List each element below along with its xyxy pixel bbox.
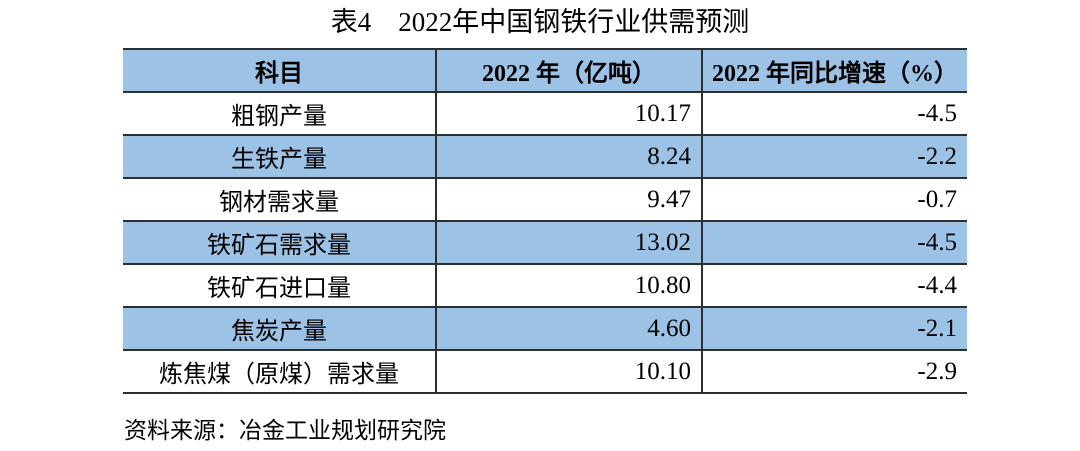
table-row: 生铁产量 8.24 -2.2	[123, 134, 967, 178]
row-growth-value: -2.2	[701, 134, 967, 178]
row-growth-value: -4.5	[701, 91, 967, 135]
table-row: 粗钢产量 10.17 -4.5	[123, 91, 967, 135]
row-item-label: 铁矿石进口量	[123, 263, 436, 307]
row-volume-value: 10.10	[435, 349, 702, 394]
row-volume-value: 8.24	[435, 134, 702, 178]
row-item-label: 粗钢产量	[123, 91, 436, 135]
row-item-label: 生铁产量	[123, 134, 436, 178]
row-volume-value: 13.02	[435, 220, 702, 264]
row-item-label: 焦炭产量	[123, 306, 436, 350]
supply-demand-forecast-table: 科目 2022 年（亿吨） 2022 年同比增速（%） 粗钢产量 10.17 -…	[123, 48, 967, 394]
column-header-item: 科目	[123, 48, 436, 92]
row-volume-value: 4.60	[435, 306, 702, 350]
table-row: 钢材需求量 9.47 -0.7	[123, 177, 967, 221]
row-volume-value: 10.17	[435, 91, 702, 135]
row-growth-value: -4.4	[701, 263, 967, 307]
table-row: 铁矿石需求量 13.02 -4.5	[123, 220, 967, 264]
row-growth-value: -2.1	[701, 306, 967, 350]
table-row: 炼焦煤（原煤）需求量 10.10 -2.9	[123, 349, 967, 394]
table-row: 铁矿石进口量 10.80 -4.4	[123, 263, 967, 307]
row-item-label: 炼焦煤（原煤）需求量	[123, 349, 436, 394]
table-header-row: 科目 2022 年（亿吨） 2022 年同比增速（%）	[123, 48, 967, 92]
row-growth-value: -0.7	[701, 177, 967, 221]
row-growth-value: -4.5	[701, 220, 967, 264]
row-growth-value: -2.9	[701, 349, 967, 394]
column-header-yoy-growth: 2022 年同比增速（%）	[701, 48, 967, 92]
row-volume-value: 9.47	[435, 177, 702, 221]
row-item-label: 钢材需求量	[123, 177, 436, 221]
row-item-label: 铁矿石需求量	[123, 220, 436, 264]
column-header-2022-volume: 2022 年（亿吨）	[435, 48, 702, 92]
row-volume-value: 10.80	[435, 263, 702, 307]
source-note: 资料来源：冶金工业规划研究院	[124, 418, 446, 443]
table-row: 焦炭产量 4.60 -2.1	[123, 306, 967, 350]
table-title: 表4 2022年中国钢铁行业供需预测	[330, 7, 750, 37]
